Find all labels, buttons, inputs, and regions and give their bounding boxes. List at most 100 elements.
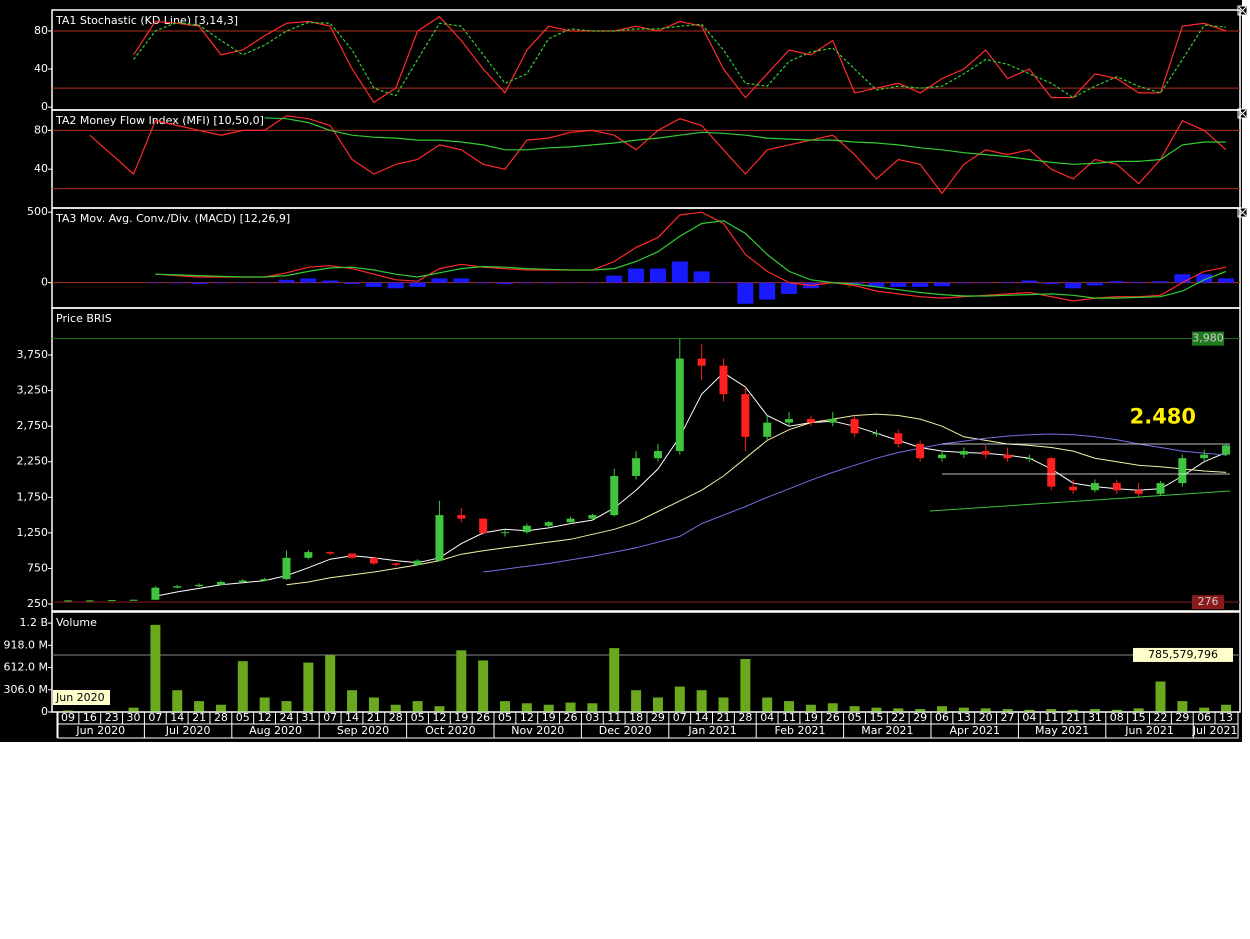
range-box bbox=[942, 443, 1230, 475]
x-tick-label: 12 bbox=[432, 711, 446, 724]
volume-bar bbox=[347, 690, 358, 712]
volume-bar bbox=[805, 704, 816, 712]
y-tick-label: 500 bbox=[27, 205, 48, 218]
y-tick-label: 0 bbox=[41, 276, 48, 289]
marker-label: 3,980 bbox=[1192, 332, 1224, 345]
candle-body bbox=[1134, 490, 1143, 494]
volume-bar bbox=[784, 701, 795, 712]
x-tick-label: 31 bbox=[301, 711, 315, 724]
y-tick-label: 918.0 M bbox=[4, 638, 48, 651]
volume-bar bbox=[1133, 708, 1144, 712]
y-tick-label: 3,250 bbox=[17, 384, 49, 397]
volume-bar bbox=[543, 704, 554, 712]
histogram-bar bbox=[890, 282, 907, 287]
x-tick-label: 22 bbox=[1154, 711, 1168, 724]
x-tick-label: 18 bbox=[629, 711, 643, 724]
series-line bbox=[155, 211, 1227, 302]
moving-average bbox=[483, 433, 1227, 573]
volume-bar bbox=[827, 703, 838, 712]
candle-body bbox=[501, 532, 509, 534]
volume-bar bbox=[1002, 709, 1013, 712]
candle-body bbox=[282, 557, 291, 580]
histogram-bar bbox=[1152, 281, 1169, 283]
month-label: Nov 2020 bbox=[511, 724, 564, 737]
x-tick-label: 07 bbox=[323, 711, 337, 724]
candle-body bbox=[129, 599, 138, 601]
candle-body bbox=[1090, 483, 1099, 491]
x-tick-label: 26 bbox=[476, 711, 490, 724]
candle-body bbox=[1025, 458, 1034, 460]
histogram-bar bbox=[497, 282, 513, 285]
x-tick-label: 23 bbox=[105, 711, 119, 724]
candle-body bbox=[348, 553, 357, 558]
histogram-bar bbox=[781, 282, 798, 294]
x-tick-label: 08 bbox=[1110, 711, 1124, 724]
x-tick-label: 21 bbox=[1066, 711, 1080, 724]
x-tick-label: 29 bbox=[651, 711, 665, 724]
volume-bar bbox=[128, 707, 139, 712]
marker-box bbox=[1133, 647, 1233, 662]
y-tick-label: 40 bbox=[34, 62, 48, 75]
histogram-bar bbox=[387, 282, 404, 289]
histogram-bar bbox=[518, 282, 535, 284]
histogram-bar bbox=[431, 278, 448, 283]
volume-bar bbox=[106, 710, 117, 712]
month-label: Sep 2020 bbox=[337, 724, 389, 737]
volume-bar bbox=[325, 655, 336, 712]
histogram-bar bbox=[955, 282, 972, 284]
histogram-bar bbox=[409, 282, 426, 287]
series-line bbox=[89, 115, 1227, 195]
histogram-bar bbox=[234, 282, 251, 284]
candle-body bbox=[391, 563, 400, 565]
volume-bar bbox=[849, 706, 860, 712]
volume-bar bbox=[1024, 709, 1035, 712]
volume-bar bbox=[958, 707, 969, 712]
candle-body bbox=[763, 422, 772, 437]
candle-body bbox=[850, 419, 859, 434]
x-tick-label: 11 bbox=[782, 711, 796, 724]
volume-bar bbox=[1177, 701, 1188, 712]
volume-bar bbox=[1046, 709, 1057, 712]
histogram-bar bbox=[344, 282, 361, 285]
histogram-bar bbox=[1043, 282, 1060, 285]
y-tick-label: 1,750 bbox=[17, 490, 49, 503]
x-tick-label: 19 bbox=[804, 711, 818, 724]
volume-bar bbox=[587, 703, 598, 712]
y-tick-label: 750 bbox=[27, 561, 48, 574]
volume-bar bbox=[609, 648, 620, 712]
month-label: Jul 2020 bbox=[165, 724, 211, 737]
panel-title: TA2 Money Flow Index (MFI) [10,50,0] bbox=[55, 114, 264, 127]
y-tick-label: 2,250 bbox=[17, 455, 49, 468]
histogram-bar bbox=[300, 278, 317, 283]
volume-bar bbox=[215, 704, 226, 712]
candle-body bbox=[959, 451, 968, 455]
histogram-bar bbox=[693, 271, 710, 283]
x-tick-label: 09 bbox=[61, 711, 75, 724]
volume-bar bbox=[478, 660, 489, 712]
x-tick-label: 26 bbox=[564, 711, 578, 724]
volume-bar bbox=[565, 702, 576, 712]
candle-body bbox=[894, 433, 903, 444]
volume-bar bbox=[303, 662, 314, 712]
histogram-bar bbox=[912, 282, 929, 287]
month-label: Feb 2021 bbox=[774, 724, 825, 737]
volume-bar bbox=[1111, 709, 1122, 712]
histogram-bar bbox=[584, 282, 601, 284]
x-tick-label: 12 bbox=[258, 711, 272, 724]
x-tick-label: 12 bbox=[520, 711, 534, 724]
y-tick-label: 306.0 M bbox=[4, 683, 48, 696]
histogram-bar bbox=[169, 282, 186, 284]
y-tick-label: 1.2 B bbox=[19, 616, 48, 629]
histogram-bar bbox=[1196, 274, 1213, 283]
candle-body bbox=[806, 419, 815, 423]
marker-box bbox=[1192, 331, 1224, 346]
volume-bar bbox=[652, 697, 663, 712]
histogram-bar bbox=[1130, 281, 1147, 283]
volume-bar bbox=[412, 701, 423, 712]
histogram-bar bbox=[191, 282, 208, 285]
series-line bbox=[155, 220, 1227, 299]
x-tick-label: 29 bbox=[1175, 711, 1189, 724]
volume-bar bbox=[631, 690, 642, 712]
